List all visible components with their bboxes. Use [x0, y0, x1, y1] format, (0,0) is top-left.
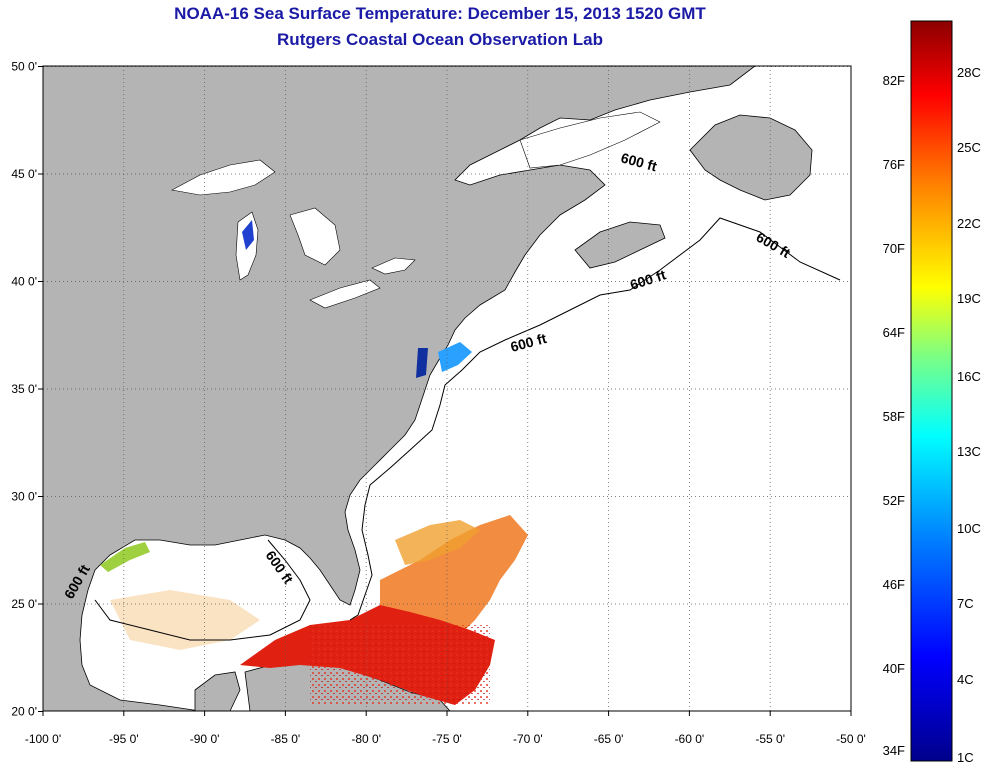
colorbar-c-label: 19C [957, 291, 981, 306]
lake-erie [309, 279, 381, 309]
x-tick-label: -80 0' [351, 732, 381, 746]
colorbar-c-label: 1C [957, 750, 974, 765]
colorbar-c-label: 7C [957, 596, 974, 611]
y-tick-label: 45 0' [11, 167, 37, 181]
map-subtitle: Rutgers Coastal Ocean Observation Lab [277, 30, 603, 49]
north-sst-fragments [395, 520, 480, 565]
colorbar-c-label: 16C [957, 369, 981, 384]
y-tick-label: 35 0' [11, 382, 37, 396]
colorbar-c-label: 22C [957, 216, 981, 231]
contour-600ft [94, 217, 841, 641]
x-tick-label: -70 0' [513, 732, 543, 746]
colorbar-f-label: 58F [883, 409, 905, 424]
colorbar-c-label: 13C [957, 444, 981, 459]
y-tick-label: 30 0' [11, 490, 37, 504]
sst-warm-areas [100, 515, 528, 705]
x-tick-label: -95 0' [109, 732, 139, 746]
y-tick-label: 25 0' [11, 597, 37, 611]
colorbar-f-label: 76F [883, 157, 905, 172]
colorbar: 82F 76F 70F 64F 58F 52F 46F 40F 34F 28C 25C 22C 19C… [883, 20, 981, 765]
colorbar-celsius-labels: 28C 25C 22C 19C 16C 13C 10C 7C 4C 1C [957, 65, 981, 765]
colorbar-gradient [910, 20, 953, 762]
colorbar-f-label: 40F [883, 661, 905, 676]
texas-coast-green [100, 542, 150, 572]
colorbar-f-label: 34F [883, 743, 905, 758]
lake-huron [289, 207, 341, 266]
x-tick-label: -50 0' [836, 732, 866, 746]
y-tick-label: 50 0' [11, 60, 37, 74]
colorbar-f-label: 70F [883, 241, 905, 256]
y-axis: 50 0' 45 0' 40 0' 35 0' 30 0' 25 0' 20 0' [11, 60, 43, 719]
colorbar-f-label: 64F [883, 325, 905, 340]
colorbar-c-label: 4C [957, 672, 974, 687]
x-tick-label: -90 0' [190, 732, 220, 746]
x-axis: -100 0' -95 0' -90 0' -85 0' -80 0' -75 0' -70… [25, 711, 866, 746]
lake-superior [171, 159, 276, 196]
newfoundland-land [689, 114, 813, 201]
nova-scotia-land [574, 221, 666, 269]
x-tick-label: -55 0' [755, 732, 785, 746]
x-tick-label: -60 0' [675, 732, 705, 746]
lake-ontario [371, 257, 416, 275]
x-tick-label: -75 0' [432, 732, 462, 746]
x-tick-label: -100 0' [25, 732, 61, 746]
colorbar-f-label: 46F [883, 577, 905, 592]
map-title: NOAA-16 Sea Surface Temperature: Decembe… [174, 4, 706, 23]
colorbar-fahrenheit-labels: 82F 76F 70F 64F 58F 52F 46F 40F 34F [883, 73, 905, 758]
colorbar-f-label: 82F [883, 73, 905, 88]
x-tick-label: -65 0' [594, 732, 624, 746]
y-tick-label: 40 0' [11, 275, 37, 289]
north-america-land [42, 65, 757, 712]
x-tick-label: -85 0' [271, 732, 301, 746]
colorbar-c-label: 25C [957, 140, 981, 155]
colorbar-f-label: 52F [883, 493, 905, 508]
st-lawrence-estuary [519, 111, 661, 169]
y-tick-label: 20 0' [11, 705, 37, 719]
colorbar-c-label: 10C [957, 521, 981, 536]
gulf-scattered [110, 590, 260, 650]
colorbar-c-label: 28C [957, 65, 981, 80]
cold-water-patches [242, 220, 472, 378]
